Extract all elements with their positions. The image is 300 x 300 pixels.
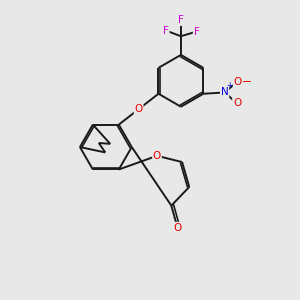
Text: O: O [153, 151, 161, 161]
Text: N: N [221, 88, 229, 98]
Text: F: F [194, 27, 200, 37]
Text: O: O [233, 76, 242, 87]
Text: F: F [178, 15, 184, 25]
Text: O: O [233, 98, 241, 108]
Text: −: − [242, 75, 252, 88]
Text: F: F [163, 26, 169, 35]
Text: +: + [226, 81, 233, 90]
Text: O: O [173, 223, 181, 232]
Text: O: O [134, 104, 143, 114]
